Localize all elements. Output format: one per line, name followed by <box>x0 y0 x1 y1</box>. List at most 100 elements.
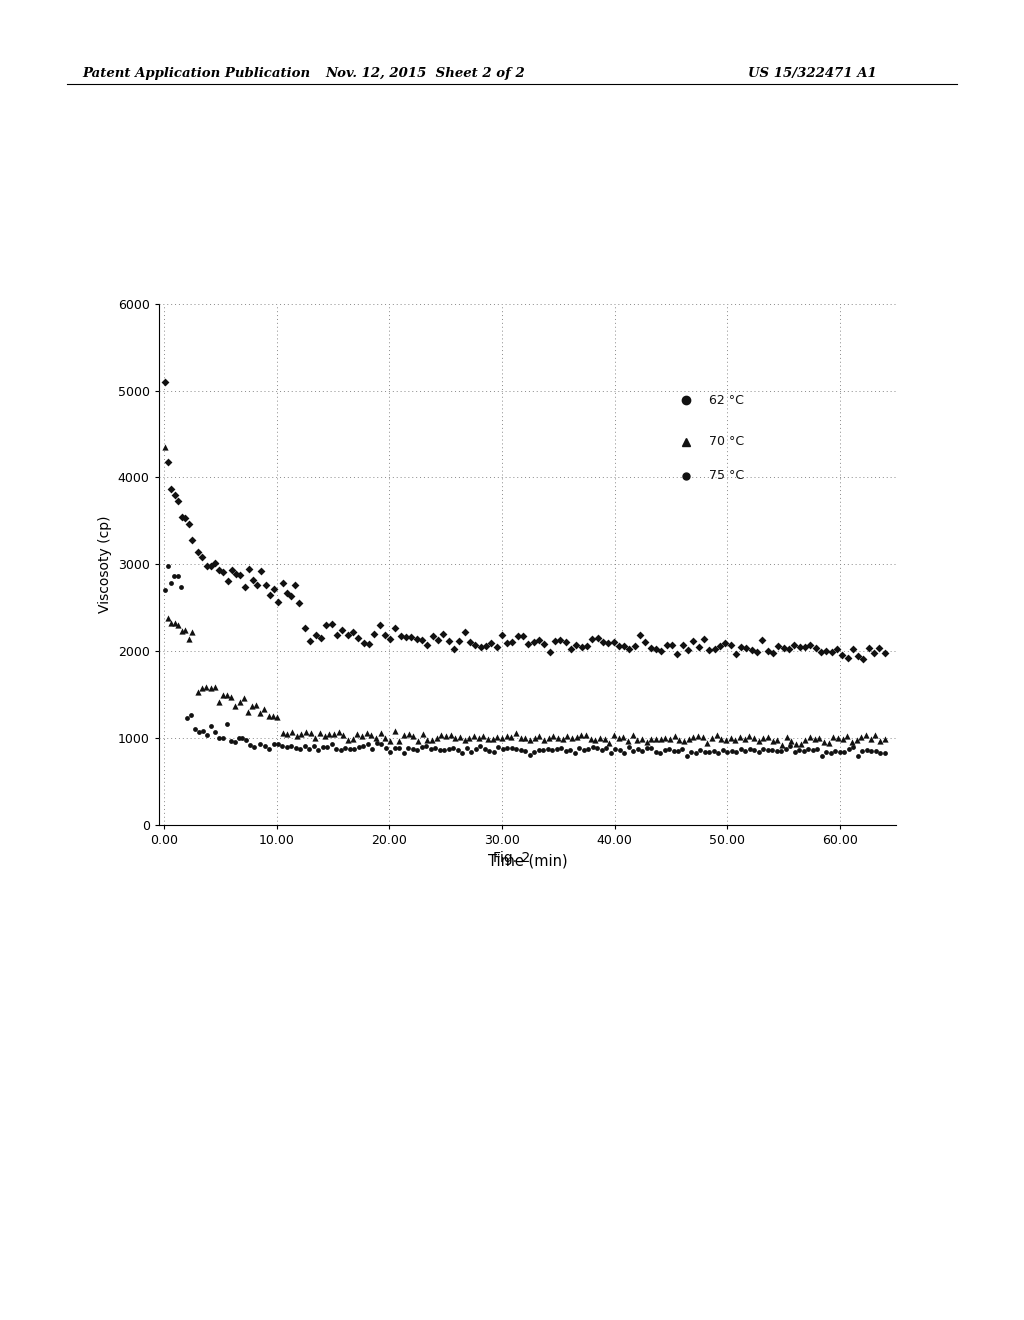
Point <box>167 612 183 634</box>
Point <box>696 742 713 763</box>
Point <box>589 738 605 759</box>
Point <box>410 730 426 751</box>
Point <box>680 639 696 660</box>
Point <box>568 635 585 656</box>
Point <box>741 725 758 746</box>
Point <box>871 638 888 659</box>
Point <box>373 722 389 743</box>
Point <box>400 723 417 744</box>
Point <box>329 624 345 645</box>
Point <box>840 726 856 747</box>
Point <box>157 579 173 601</box>
Point <box>620 731 636 752</box>
Point <box>669 643 685 664</box>
Point <box>568 726 585 747</box>
Point <box>207 677 223 698</box>
Point <box>184 529 201 550</box>
Point <box>447 727 464 748</box>
Point <box>643 737 659 758</box>
Point <box>694 726 711 747</box>
Point <box>334 619 350 640</box>
Point <box>440 631 457 652</box>
Point <box>536 729 552 750</box>
Point <box>177 507 194 528</box>
Point <box>226 731 243 752</box>
Point <box>256 698 272 719</box>
Point <box>414 630 430 651</box>
Point <box>211 560 227 581</box>
Point <box>499 738 515 759</box>
Point <box>454 742 470 763</box>
Point <box>279 582 295 603</box>
Point <box>442 725 459 746</box>
Point <box>592 727 608 748</box>
Point <box>611 739 628 760</box>
Point <box>435 623 452 644</box>
Point <box>262 583 279 605</box>
Point <box>249 574 265 595</box>
Point <box>382 742 398 763</box>
Point <box>475 726 492 747</box>
Point <box>404 738 421 759</box>
Point <box>410 739 426 760</box>
Point <box>854 741 870 762</box>
Point <box>350 627 367 648</box>
Point <box>773 741 790 762</box>
Point <box>610 727 627 748</box>
Point <box>827 741 844 762</box>
Point <box>382 628 398 649</box>
Point <box>472 636 488 657</box>
Point <box>542 642 558 663</box>
Point <box>231 692 248 713</box>
Point <box>722 635 738 656</box>
Point <box>526 742 543 763</box>
Point <box>470 727 486 748</box>
Point <box>811 727 827 748</box>
Point <box>809 738 825 759</box>
Point <box>553 738 569 759</box>
Point <box>850 645 866 667</box>
Point <box>692 739 709 760</box>
Point <box>610 635 627 656</box>
Point <box>829 727 846 748</box>
Point <box>190 722 207 743</box>
Point <box>743 640 760 661</box>
Point <box>174 507 190 528</box>
Point <box>462 632 478 653</box>
Point <box>203 715 219 737</box>
Point <box>457 622 473 643</box>
Point <box>590 627 606 648</box>
Point <box>365 738 381 759</box>
Point <box>181 628 198 649</box>
Point <box>483 632 500 653</box>
Point <box>207 553 223 574</box>
Point <box>170 565 186 586</box>
Point <box>203 556 219 577</box>
Point <box>525 631 542 652</box>
Point <box>537 634 553 655</box>
Point <box>488 636 505 657</box>
Point <box>526 727 543 748</box>
Point <box>573 638 590 659</box>
Point <box>547 630 563 651</box>
Point <box>530 739 547 760</box>
Point <box>557 741 573 762</box>
Point <box>378 738 394 759</box>
Point <box>632 624 648 645</box>
Point <box>279 737 295 758</box>
Point <box>701 639 718 660</box>
Point <box>605 632 622 653</box>
Point <box>564 727 581 748</box>
Point <box>755 630 771 651</box>
Point <box>291 593 307 614</box>
Point <box>329 739 345 760</box>
Point <box>406 726 422 747</box>
Point <box>797 638 813 659</box>
Point <box>703 727 720 748</box>
Point <box>178 708 195 729</box>
Point <box>463 742 479 763</box>
Point <box>760 640 776 661</box>
Point <box>600 632 616 653</box>
Point <box>814 746 830 767</box>
Point <box>324 733 340 754</box>
